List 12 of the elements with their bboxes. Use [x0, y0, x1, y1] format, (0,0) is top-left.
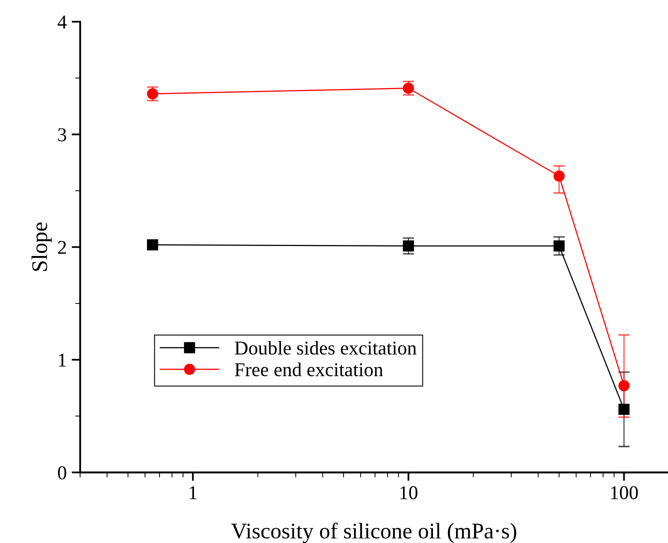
x-tick-label: 1	[190, 486, 197, 500]
legend-label: Double sides excitation	[234, 340, 416, 355]
y-axis-title: Slope	[32, 222, 52, 271]
y-tick-label: 2	[58, 240, 66, 254]
x-tick-label: 100	[611, 486, 638, 500]
x-axis-title: Viscosity of silicone oil (mPa·s)	[231, 522, 516, 543]
y-tick-label: 1	[58, 354, 66, 366]
y-tick-label: 0	[58, 466, 66, 480]
x-tick-label: 10	[400, 486, 418, 500]
y-tick-label: 4	[58, 16, 67, 28]
y-tick-label: 3	[58, 128, 66, 142]
legend-label: Free end excitation	[234, 362, 383, 376]
